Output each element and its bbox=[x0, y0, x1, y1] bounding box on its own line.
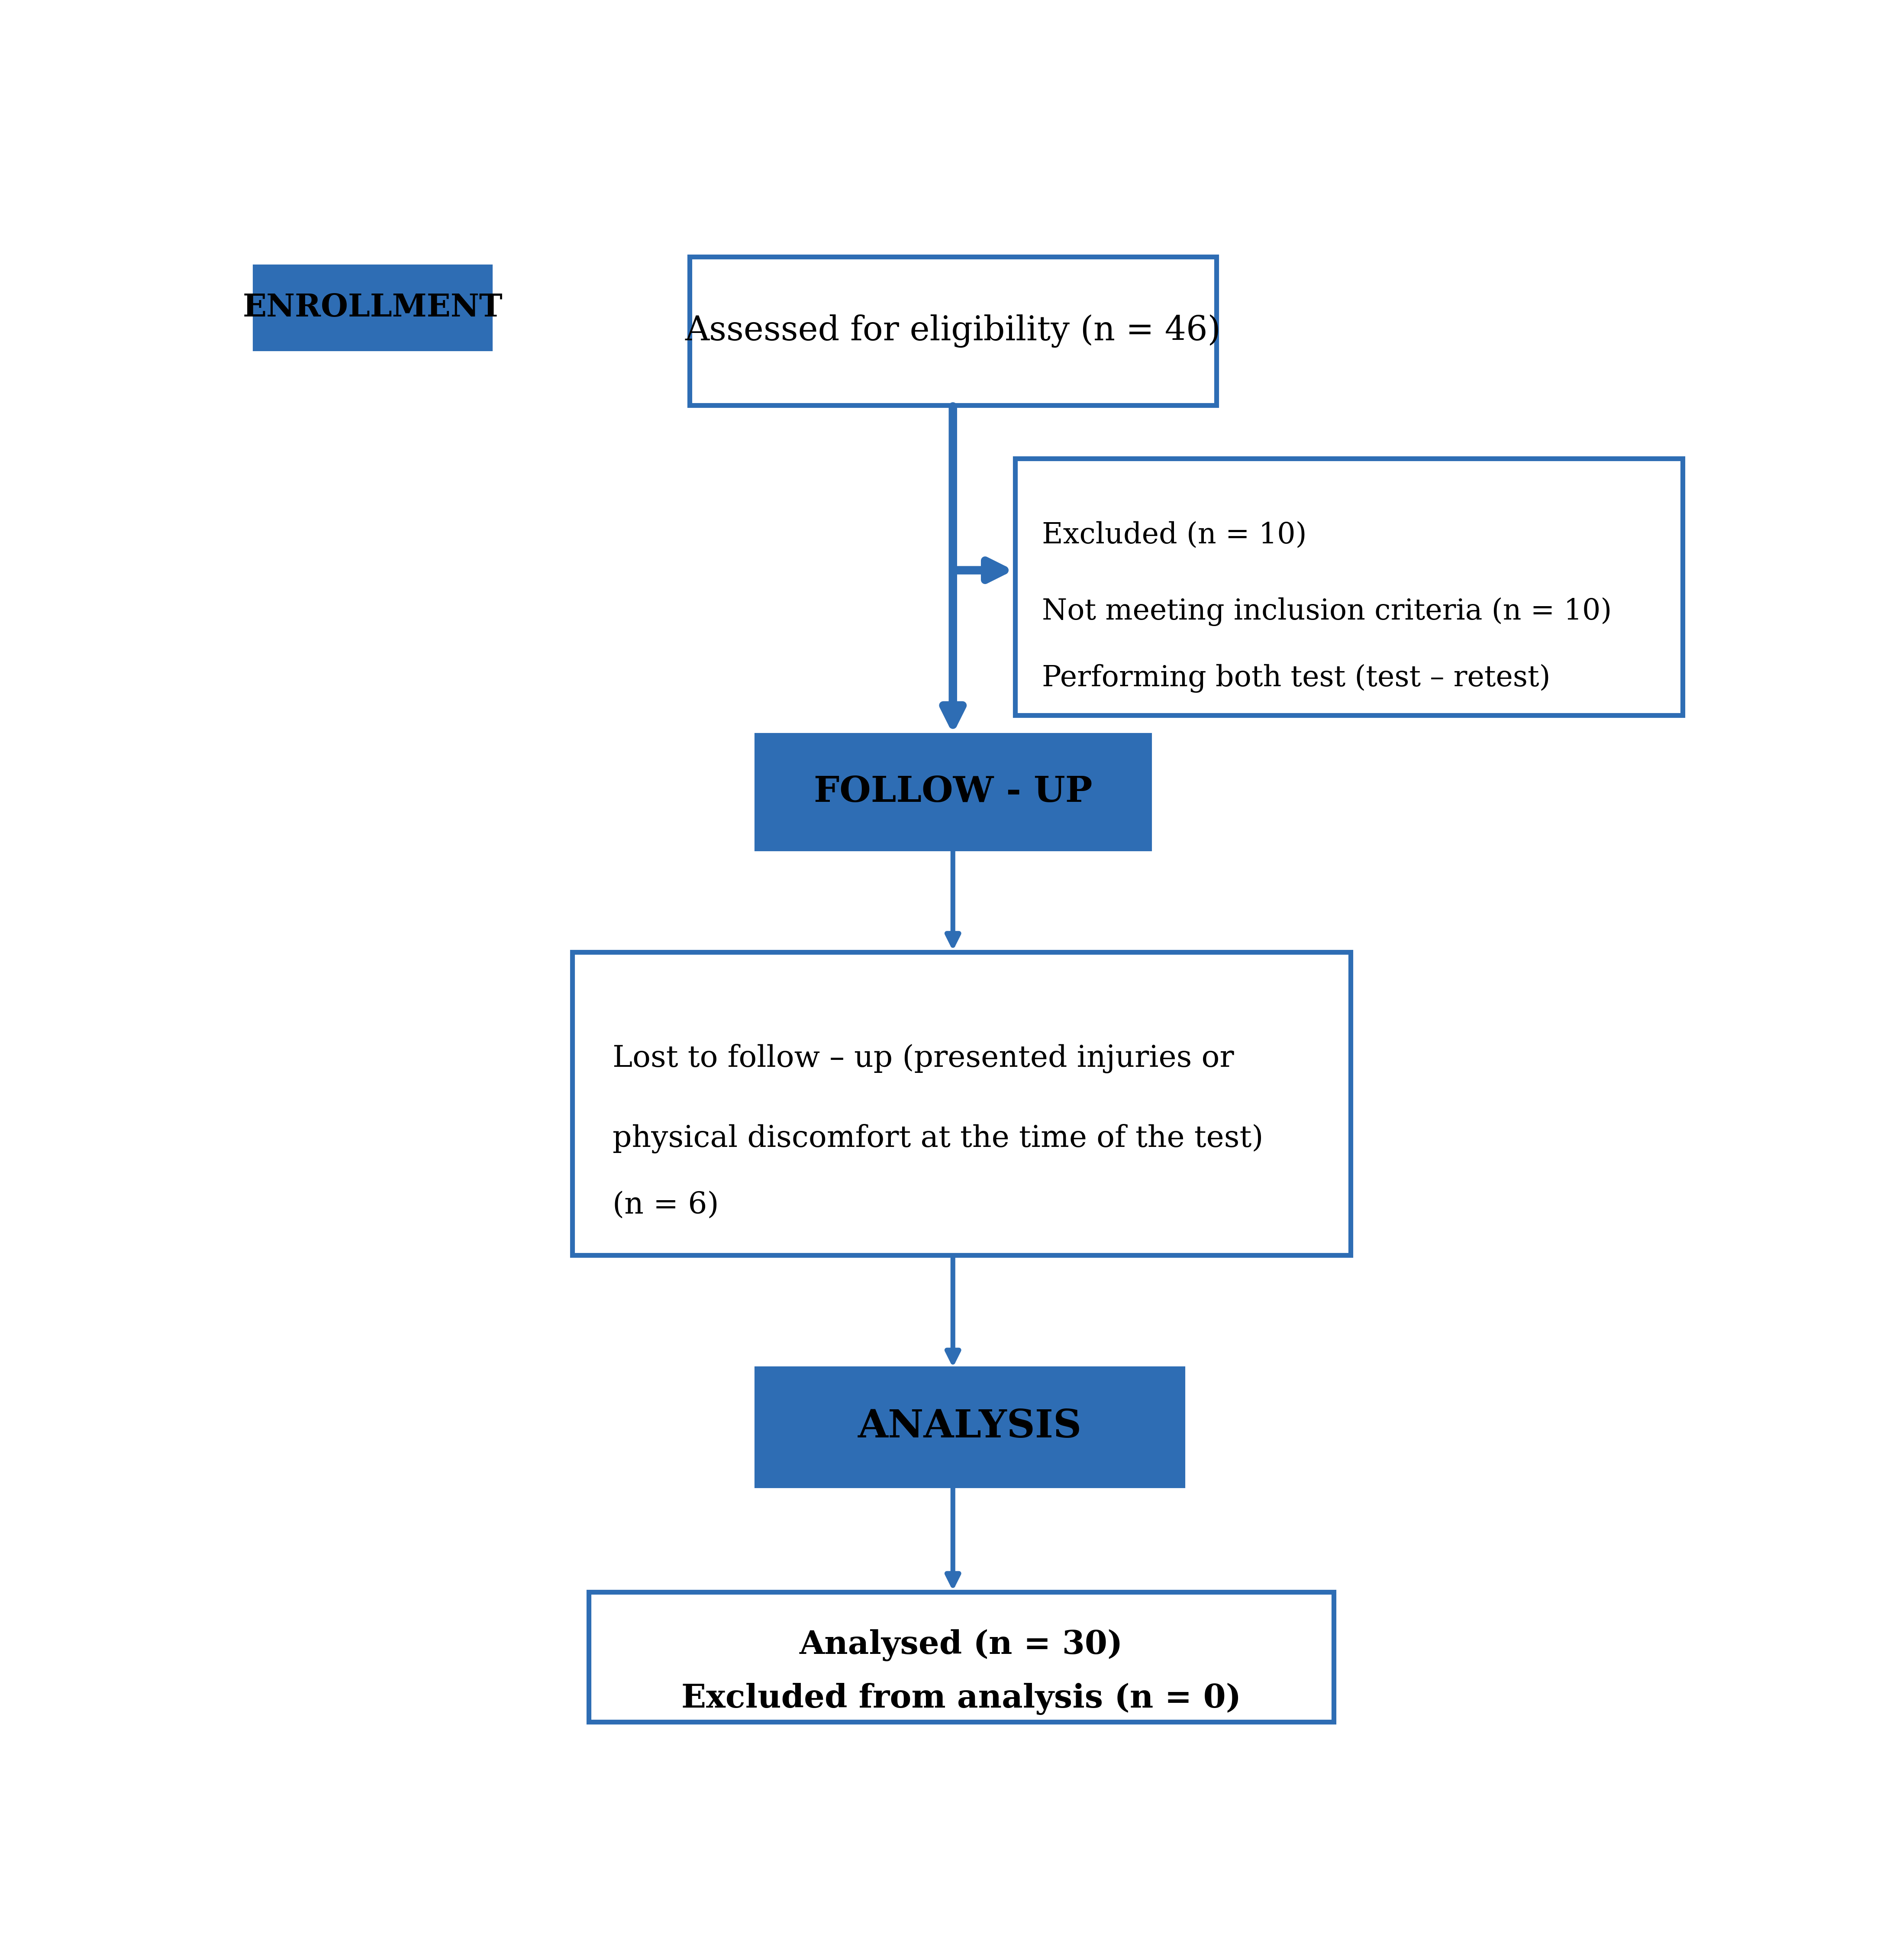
Text: Lost to follow – up (presented injuries or: Lost to follow – up (presented injuries … bbox=[611, 1045, 1234, 1074]
Text: (n = 6): (n = 6) bbox=[611, 1192, 719, 1219]
Bar bbox=[757, 1368, 1183, 1486]
Bar bbox=[256, 267, 490, 349]
Text: Performing both test (test – retest): Performing both test (test – retest) bbox=[1041, 664, 1550, 694]
Text: ANALYSIS: ANALYSIS bbox=[858, 1407, 1081, 1446]
Text: Analysed (n = 30): Analysed (n = 30) bbox=[799, 1629, 1123, 1662]
Text: Not meeting inclusion criteria (n = 10): Not meeting inclusion criteria (n = 10) bbox=[1041, 598, 1611, 627]
Bar bbox=[689, 257, 1215, 406]
Bar bbox=[1015, 459, 1683, 715]
Text: Assessed for eligibility (n = 46): Assessed for eligibility (n = 46) bbox=[685, 314, 1221, 347]
Bar bbox=[757, 735, 1149, 849]
Text: FOLLOW - UP: FOLLOW - UP bbox=[814, 774, 1092, 809]
Text: Excluded (n = 10): Excluded (n = 10) bbox=[1041, 521, 1306, 549]
Bar bbox=[589, 1592, 1335, 1723]
Text: physical discomfort at the time of the test): physical discomfort at the time of the t… bbox=[611, 1123, 1263, 1152]
Bar bbox=[572, 953, 1350, 1254]
Text: ENROLLMENT: ENROLLMENT bbox=[242, 292, 502, 323]
Text: Excluded from analysis (n = 0): Excluded from analysis (n = 0) bbox=[681, 1684, 1242, 1715]
